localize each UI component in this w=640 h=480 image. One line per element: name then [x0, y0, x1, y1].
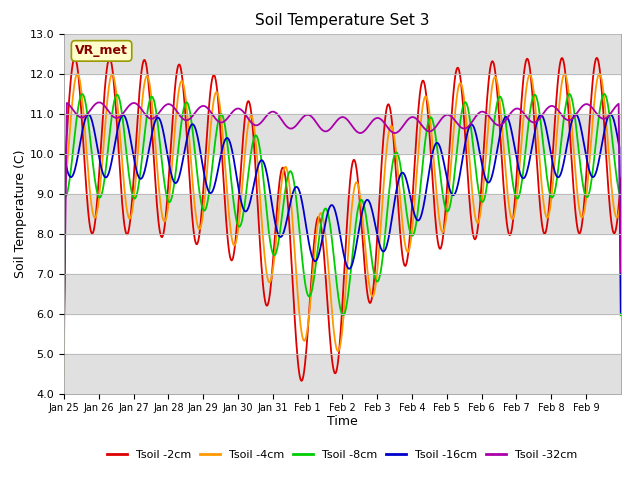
- Tsoil -32cm: [60, 325, 68, 331]
- Tsoil -8cm: [600, 91, 608, 97]
- Tsoil -16cm: [607, 111, 614, 117]
- Tsoil -16cm: [60, 314, 68, 320]
- Tsoil -32cm: [617, 269, 625, 275]
- Tsoil -4cm: [60, 372, 68, 378]
- Tsoil -4cm: [596, 71, 604, 77]
- Tsoil -2cm: [593, 55, 601, 60]
- Tsoil -32cm: [432, 124, 440, 130]
- Tsoil -16cm: [400, 170, 408, 176]
- Tsoil -2cm: [60, 360, 68, 366]
- Tsoil -16cm: [255, 160, 263, 166]
- Tsoil -16cm: [228, 146, 236, 152]
- Tsoil -16cm: [431, 142, 439, 148]
- Tsoil -32cm: [277, 116, 285, 122]
- Tsoil -2cm: [298, 378, 305, 384]
- Tsoil -4cm: [617, 197, 625, 203]
- Bar: [64, 114, 621, 154]
- Tsoil -2cm: [125, 224, 133, 230]
- Tsoil -2cm: [255, 229, 263, 235]
- Tsoil -2cm: [617, 175, 625, 181]
- Title: Soil Temperature Set 3: Soil Temperature Set 3: [255, 13, 429, 28]
- Bar: [64, 34, 621, 73]
- Tsoil -4cm: [431, 171, 439, 177]
- Bar: [64, 274, 621, 313]
- Tsoil -16cm: [276, 234, 284, 240]
- Bar: [64, 354, 621, 394]
- Tsoil -4cm: [255, 183, 263, 189]
- Tsoil -2cm: [228, 258, 236, 264]
- Tsoil -2cm: [432, 220, 440, 226]
- Tsoil -4cm: [276, 191, 284, 197]
- Bar: [64, 193, 621, 234]
- Tsoil -16cm: [617, 310, 625, 315]
- Line: Tsoil -32cm: Tsoil -32cm: [64, 102, 621, 328]
- Text: VR_met: VR_met: [75, 44, 128, 58]
- Tsoil -8cm: [255, 143, 263, 148]
- Tsoil -8cm: [276, 226, 284, 232]
- Tsoil -4cm: [400, 232, 408, 238]
- Tsoil -32cm: [95, 99, 102, 105]
- Line: Tsoil -8cm: Tsoil -8cm: [64, 94, 621, 316]
- Y-axis label: Soil Temperature (C): Soil Temperature (C): [13, 149, 27, 278]
- Tsoil -8cm: [60, 313, 68, 319]
- Tsoil -2cm: [276, 173, 284, 179]
- Tsoil -32cm: [256, 120, 264, 126]
- Line: Tsoil -4cm: Tsoil -4cm: [64, 74, 621, 375]
- Tsoil -2cm: [401, 263, 408, 268]
- Tsoil -4cm: [125, 216, 133, 221]
- Line: Tsoil -16cm: Tsoil -16cm: [64, 114, 621, 317]
- Tsoil -32cm: [126, 102, 134, 108]
- Tsoil -8cm: [431, 129, 439, 135]
- Tsoil -16cm: [125, 130, 133, 136]
- Tsoil -32cm: [401, 121, 408, 127]
- Tsoil -8cm: [228, 182, 236, 188]
- Tsoil -8cm: [400, 187, 408, 193]
- Line: Tsoil -2cm: Tsoil -2cm: [64, 58, 621, 381]
- Tsoil -8cm: [617, 312, 625, 318]
- Tsoil -4cm: [228, 235, 236, 240]
- X-axis label: Time: Time: [327, 415, 358, 428]
- Tsoil -32cm: [228, 109, 236, 115]
- Legend: Tsoil -2cm, Tsoil -4cm, Tsoil -8cm, Tsoil -16cm, Tsoil -32cm: Tsoil -2cm, Tsoil -4cm, Tsoil -8cm, Tsoi…: [108, 449, 577, 460]
- Tsoil -8cm: [125, 175, 133, 180]
